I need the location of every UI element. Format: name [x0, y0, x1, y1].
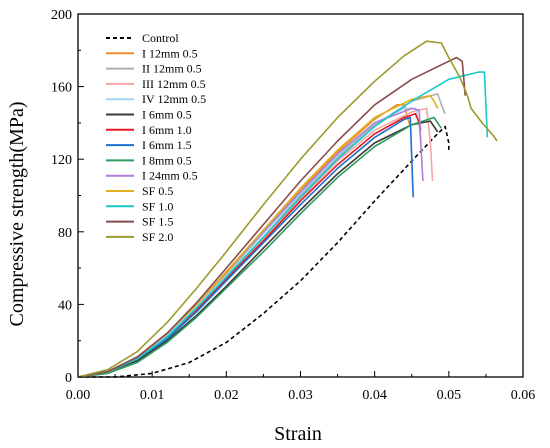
legend-label: SF 1.0	[142, 199, 173, 213]
series-lines	[77, 40, 498, 378]
x-tick-label: 0.02	[214, 388, 239, 403]
series-line	[77, 71, 489, 378]
legend-label: SF 0.5	[142, 184, 173, 198]
series-line	[77, 107, 422, 378]
legend-label: I 6mm 0.5	[142, 108, 192, 122]
x-axis-title: Strain	[274, 423, 322, 445]
series-line	[77, 116, 443, 378]
series-line	[77, 40, 498, 378]
x-tick-label: 0.00	[66, 388, 91, 403]
x-tick-label: 0.05	[437, 388, 462, 403]
legend-label: SF 2.0	[142, 230, 173, 244]
legend-label: I 6mm 1.0	[142, 123, 192, 137]
series-line	[78, 125, 450, 378]
x-tick-label: 0.01	[140, 388, 165, 403]
x-tick-label: 0.04	[362, 388, 387, 403]
legend-label: I 6mm 1.5	[142, 138, 192, 152]
legend-label: IV 12mm 0.5	[142, 92, 206, 106]
legend-label: SF 1.5	[142, 215, 173, 229]
y-tick-label: 40	[58, 298, 72, 313]
x-tick-label: 0.03	[288, 388, 313, 403]
series-line	[77, 120, 439, 378]
y-tick-label: 80	[58, 226, 72, 241]
y-tick-label: 200	[51, 8, 72, 23]
y-axis-title: Compressive strength(MPa)	[6, 102, 28, 327]
legend-label: I 12mm 0.5	[142, 46, 198, 60]
legend-label: II 12mm 0.5	[142, 62, 202, 76]
legend-label: I 24mm 0.5	[142, 169, 198, 183]
series-line	[77, 56, 466, 378]
y-tick-label: 160	[51, 81, 72, 96]
y-tick-label: 120	[51, 153, 72, 168]
y-tick-label: 0	[65, 371, 72, 386]
legend-label: Control	[142, 31, 179, 45]
x-tick-label: 0.06	[511, 388, 536, 403]
axis-ticks: 0.00 0.01 0.02 0.03 0.04 0.05 0.06 0 40 80 120 160 2…	[51, 8, 535, 403]
legend-label: III 12mm 0.5	[142, 77, 206, 91]
legend-label: I 8mm 0.5	[142, 153, 192, 167]
